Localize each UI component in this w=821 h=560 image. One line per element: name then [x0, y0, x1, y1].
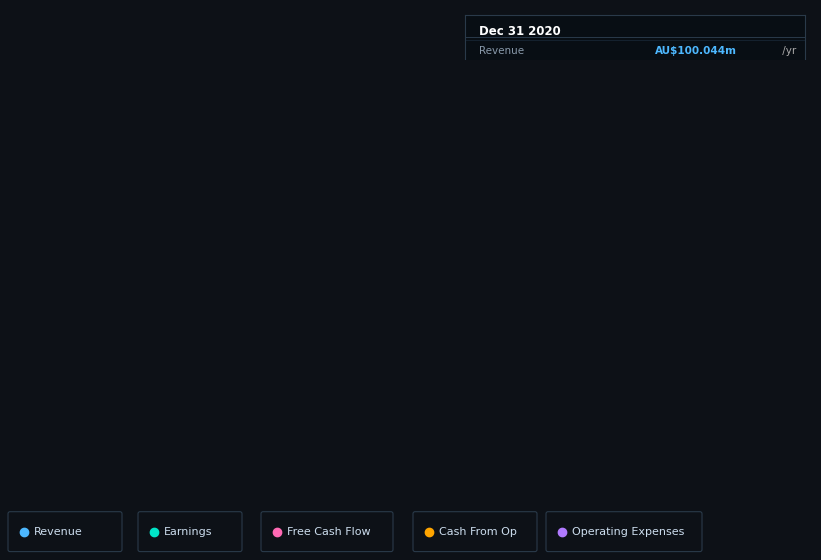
Text: AU$26.818m: AU$26.818m	[655, 142, 730, 152]
Text: Cash From Op: Cash From Op	[479, 122, 552, 132]
Text: /yr: /yr	[756, 66, 773, 76]
Text: AU$9.155m: AU$9.155m	[655, 122, 722, 132]
Text: AU$100.044m: AU$100.044m	[655, 46, 737, 57]
Text: /yr: /yr	[756, 102, 773, 113]
Text: /yr: /yr	[768, 142, 785, 152]
Text: Earnings: Earnings	[164, 526, 213, 536]
Text: Earnings: Earnings	[479, 66, 524, 76]
Text: Cash From Op: Cash From Op	[439, 526, 517, 536]
Text: /yr: /yr	[779, 46, 796, 57]
Text: Free Cash Flow: Free Cash Flow	[479, 102, 557, 113]
Text: Free Cash Flow: Free Cash Flow	[287, 526, 370, 536]
Text: 1.8%: 1.8%	[655, 83, 685, 93]
Text: Revenue: Revenue	[479, 46, 524, 57]
Text: Dec 31 2020: Dec 31 2020	[479, 25, 561, 38]
Text: AU$1.802m: AU$1.802m	[655, 66, 722, 76]
Text: Revenue: Revenue	[34, 526, 83, 536]
Text: Operating Expenses: Operating Expenses	[572, 526, 685, 536]
Text: Operating Expenses: Operating Expenses	[479, 142, 584, 152]
Text: /yr: /yr	[756, 122, 773, 132]
Text: profit margin: profit margin	[700, 83, 772, 93]
Text: AU$7.197m: AU$7.197m	[655, 102, 722, 113]
